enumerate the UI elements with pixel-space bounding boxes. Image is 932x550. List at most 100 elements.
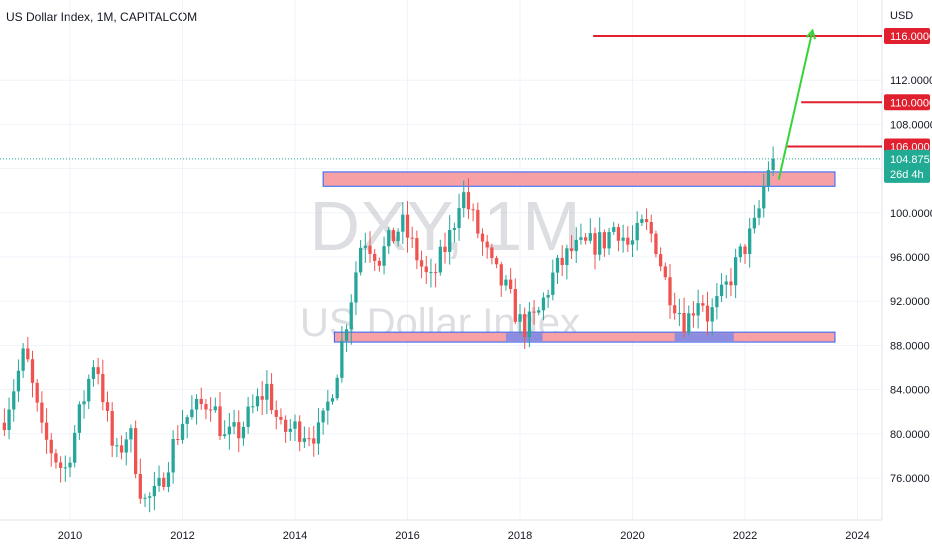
candle-body xyxy=(523,314,527,338)
candle-body xyxy=(68,462,72,468)
candle-body xyxy=(593,233,597,255)
candle-body xyxy=(368,245,372,254)
candle-body xyxy=(302,438,307,442)
candle-body xyxy=(373,253,377,261)
candle-body xyxy=(490,247,494,259)
candle-body xyxy=(279,416,283,420)
candle-body xyxy=(766,170,771,187)
candle-body xyxy=(602,232,607,249)
candle-body xyxy=(626,237,630,245)
y-axis: USD 76.0000 80.0000 84.0000 88.0000 92.0000 96… xyxy=(884,10,932,485)
candle-body xyxy=(44,422,49,440)
candle-body xyxy=(677,312,682,314)
candle-body xyxy=(124,439,128,453)
candle-body xyxy=(644,219,649,222)
candle-body xyxy=(265,383,269,400)
candle-body xyxy=(443,246,447,252)
last-price-label-bg xyxy=(884,149,930,183)
candle-body xyxy=(682,312,686,333)
x-tick-label: 2018 xyxy=(508,530,532,542)
candle-body xyxy=(654,233,658,255)
projection-arrow-head xyxy=(805,28,816,40)
y-tick-label: 100.0000 xyxy=(890,208,932,220)
candle-body xyxy=(504,279,508,286)
candle-body xyxy=(101,373,105,403)
candle-body xyxy=(260,396,264,400)
candle-body xyxy=(326,401,330,411)
candle-body xyxy=(12,391,16,410)
candle-body xyxy=(391,230,396,242)
candle-body xyxy=(138,474,142,499)
candle-body xyxy=(335,377,339,399)
candle-body xyxy=(194,398,199,410)
candle-body xyxy=(26,348,30,360)
candle-body xyxy=(729,281,733,286)
candle-body xyxy=(363,245,367,248)
target-price-label-bg xyxy=(884,28,930,44)
candle-body xyxy=(330,398,335,402)
target-price-label: 110.0000 xyxy=(890,97,932,109)
candle-body xyxy=(588,233,592,241)
candle-body xyxy=(119,445,124,453)
candle-body xyxy=(213,406,217,411)
y-tick-label: 80.0000 xyxy=(890,429,930,441)
candle-body xyxy=(715,296,719,308)
candle-body xyxy=(705,305,710,322)
candle-body xyxy=(204,404,208,410)
candle-body xyxy=(771,158,775,171)
candle-body xyxy=(377,260,382,266)
candle-body xyxy=(448,229,452,252)
candle-body xyxy=(574,239,578,252)
candle-body xyxy=(148,496,152,498)
candle-body xyxy=(321,410,325,423)
candle-body xyxy=(583,237,588,241)
candle-body xyxy=(293,421,297,429)
candle-body xyxy=(30,359,35,383)
candle-body xyxy=(691,313,696,316)
candle-body xyxy=(762,186,766,209)
candle-body xyxy=(2,422,7,431)
candle-body xyxy=(743,246,747,255)
candle-body xyxy=(208,409,213,411)
zone-support xyxy=(333,331,836,343)
candle-body xyxy=(96,367,100,374)
candle-body xyxy=(54,453,58,463)
candle-body xyxy=(312,438,316,444)
candle-body xyxy=(471,209,475,211)
candle-body xyxy=(710,307,714,322)
candle-body xyxy=(410,237,414,239)
candle-body xyxy=(480,233,485,242)
candle-body xyxy=(40,402,44,423)
candle-body xyxy=(429,272,433,274)
currency-label: USD xyxy=(890,10,913,22)
candle-body xyxy=(757,208,761,218)
target-price-label-bg xyxy=(884,94,930,111)
candle-body xyxy=(180,423,185,440)
candle-body xyxy=(612,227,616,232)
x-tick-label: 2022 xyxy=(733,530,757,542)
candle-body xyxy=(640,219,644,223)
x-tick-label: 2016 xyxy=(395,530,419,542)
candle-body xyxy=(387,230,391,247)
candle-body xyxy=(255,396,260,407)
y-tick-label: 92.0000 xyxy=(890,296,930,308)
candle-body xyxy=(269,383,274,411)
candle-body xyxy=(166,472,171,487)
candle-body xyxy=(663,266,667,278)
candle-body xyxy=(49,439,53,454)
candle-body xyxy=(7,409,11,431)
y-tick-label: 108.0000 xyxy=(890,119,932,131)
projection-arrow xyxy=(777,30,814,180)
candle-body xyxy=(419,260,424,267)
candle-body xyxy=(733,257,738,286)
candle-body xyxy=(598,232,602,255)
candle-body xyxy=(358,247,363,273)
candle-body xyxy=(274,410,278,417)
candle-body xyxy=(105,402,110,411)
candle-body xyxy=(115,445,119,447)
candle-body xyxy=(91,367,96,379)
candle-body xyxy=(82,401,86,405)
zone-marker xyxy=(674,333,734,343)
x-tick-label: 2010 xyxy=(58,530,82,542)
